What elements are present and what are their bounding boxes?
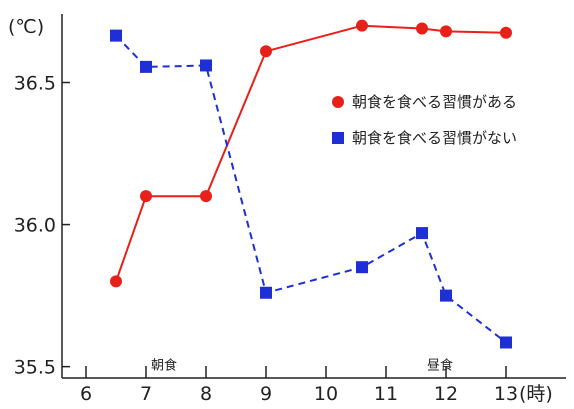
x-tick-label: 11 bbox=[374, 383, 398, 405]
data-point bbox=[110, 29, 122, 42]
data-point bbox=[260, 45, 272, 58]
data-point bbox=[356, 261, 368, 274]
data-point bbox=[200, 190, 212, 203]
x-tick-label: 12 bbox=[434, 383, 458, 405]
y-tick-label: 36.0 bbox=[14, 215, 56, 237]
data-point bbox=[356, 19, 368, 32]
x-tick-label: 10 bbox=[314, 383, 338, 405]
x-tick-label: 6 bbox=[80, 383, 92, 405]
data-point bbox=[440, 289, 452, 302]
data-point bbox=[260, 286, 272, 299]
legend-marker bbox=[332, 132, 344, 144]
y-unit-label: (℃) bbox=[8, 16, 44, 38]
series-line bbox=[115, 24, 507, 282]
annotation-label: 朝食 bbox=[151, 358, 177, 374]
axes: 35.5 36.0 36.5 (℃) 6 7 8 9 10 11 12 13 (時) bbox=[8, 14, 566, 405]
x-tick-label: 9 bbox=[260, 383, 272, 405]
legend-label: 朝食を食べる習慣がある bbox=[352, 93, 517, 111]
annotations: 朝食 昼食 bbox=[151, 358, 453, 374]
data-point bbox=[500, 26, 512, 39]
x-tick-label: 8 bbox=[200, 383, 212, 405]
data-point bbox=[110, 275, 122, 288]
legend-label: 朝食を食べる習慣がない bbox=[352, 129, 517, 147]
data-point bbox=[440, 25, 452, 38]
annotation-label: 昼食 bbox=[427, 358, 453, 374]
data-point bbox=[416, 22, 428, 35]
x-tick-label: 13 bbox=[494, 383, 518, 405]
data-point bbox=[140, 190, 152, 203]
y-tick-label: 36.5 bbox=[14, 73, 56, 95]
legend-marker bbox=[332, 96, 344, 108]
x-tick-label: 7 bbox=[140, 383, 152, 405]
series-layer bbox=[110, 19, 512, 349]
series-line bbox=[115, 34, 507, 344]
data-point bbox=[140, 60, 152, 73]
data-point bbox=[200, 59, 212, 72]
y-tick-label: 35.5 bbox=[14, 357, 56, 379]
data-point bbox=[500, 336, 512, 349]
x-unit-label: (時) bbox=[519, 383, 553, 405]
data-point bbox=[416, 227, 428, 240]
